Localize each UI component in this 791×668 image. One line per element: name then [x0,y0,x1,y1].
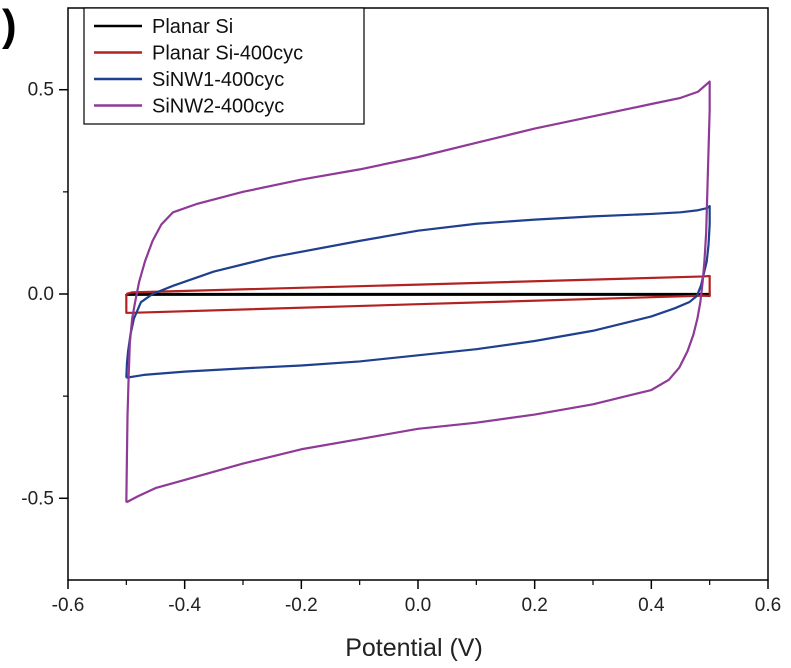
y-tick-label: 0.5 [28,80,54,101]
x-tick-label: 0.2 [521,595,547,616]
x-axis: -0.6 -0.4 -0.2 0.0 0.2 0.4 0.6 [52,580,781,616]
legend-label: SiNW2-400cyc [152,96,284,118]
series-line-4 [125,80,711,504]
x-tick-label: 0.4 [638,595,665,616]
x-tick-label: -0.2 [285,595,318,616]
x-tick-label: 0.0 [405,595,431,616]
x-axis-title: Potential (V) [345,634,483,662]
y-tick-label: -0.5 [21,488,54,509]
series-line-2 [125,274,711,314]
legend: Planar Si Planar Si-400cyc SiNW1-400cyc SiN… [83,7,365,125]
y-tick-label: 0.0 [28,284,54,305]
series-line-1 [125,292,711,296]
legend-label: Planar Si-400cyc [152,43,303,65]
panel-label: ) [2,1,17,50]
x-tick-label: 0.6 [755,595,781,616]
legend-label: Planar Si [152,16,233,38]
series-line-3 [125,205,711,379]
x-tick-label: -0.6 [52,595,85,616]
x-tick-label: -0.4 [168,595,201,616]
legend-label: SiNW1-400cyc [152,69,284,91]
y-axis: -0.5 0.0 0.5 [21,80,68,509]
